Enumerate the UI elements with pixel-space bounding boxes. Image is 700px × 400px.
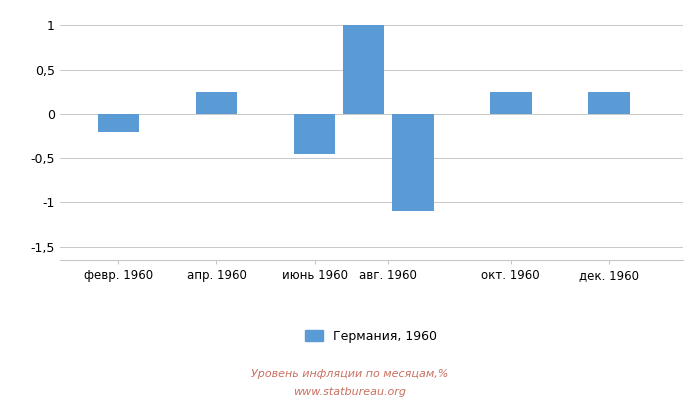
Bar <box>294 114 335 154</box>
Text: Уровень инфляции по месяцам,%: Уровень инфляции по месяцам,% <box>251 369 449 379</box>
Bar <box>97 114 139 132</box>
Bar <box>490 92 532 114</box>
Bar <box>588 92 630 114</box>
Bar <box>343 25 384 114</box>
Bar <box>195 92 237 114</box>
Bar <box>392 114 433 211</box>
Legend: Германия, 1960: Германия, 1960 <box>300 325 442 348</box>
Text: www.statbureau.org: www.statbureau.org <box>293 387 407 397</box>
